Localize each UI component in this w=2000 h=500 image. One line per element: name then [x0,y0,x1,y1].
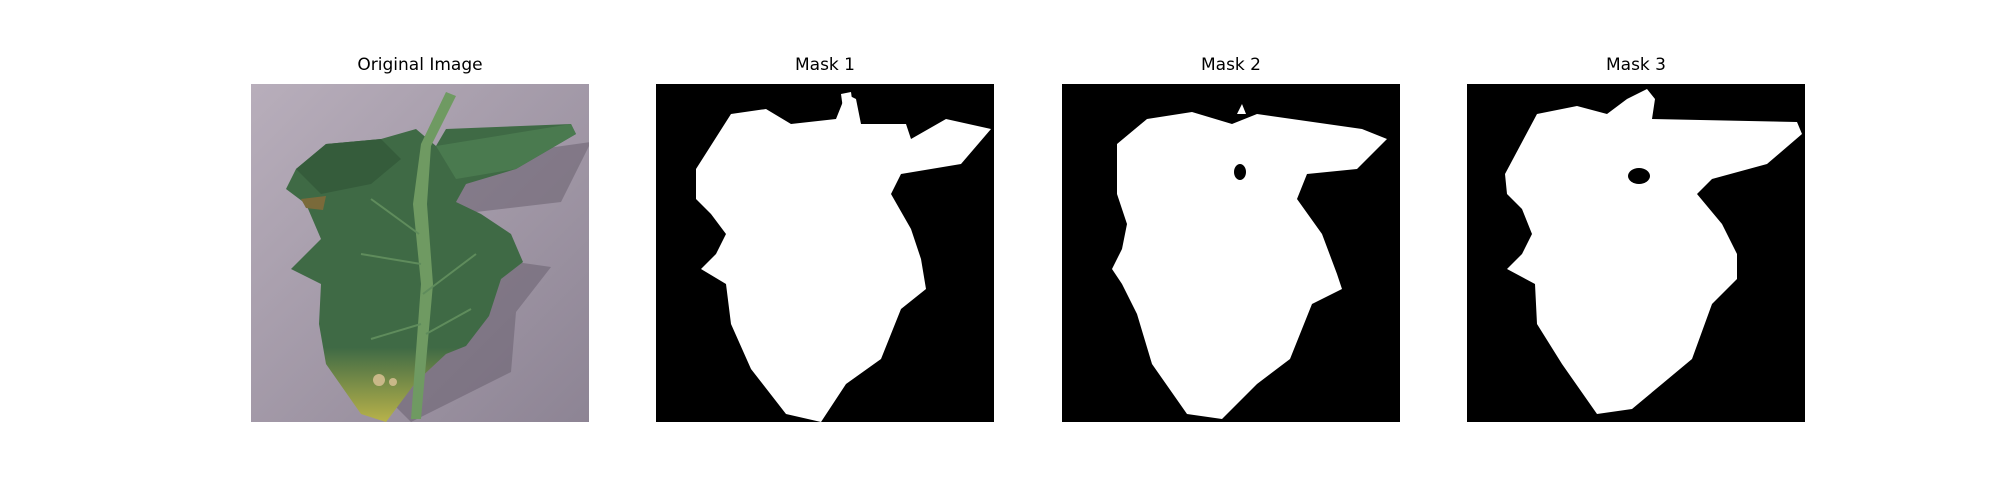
panel-title: Mask 2 [1200,55,1261,75]
mask-image-3 [1467,84,1805,422]
panel-title: Mask 1 [794,55,855,75]
panel-title: Mask 3 [1605,55,1666,75]
panel-title: Original Image [357,55,483,75]
original-leaf-image [251,84,589,422]
mask-image-1 [656,84,994,422]
mask-image-2 [1062,84,1400,422]
